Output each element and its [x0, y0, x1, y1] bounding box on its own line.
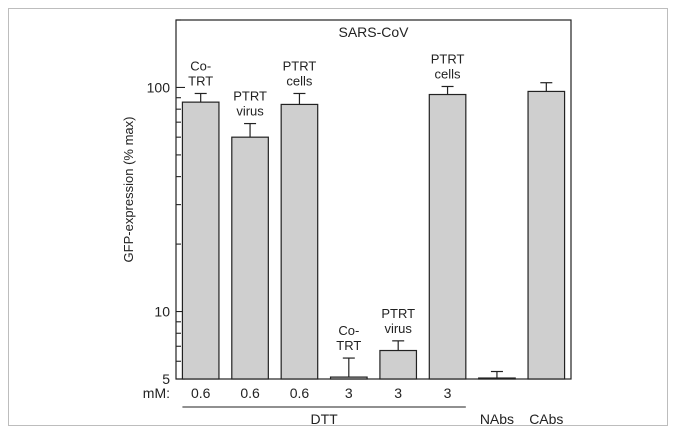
bar [379, 349, 418, 380]
bar-annotation: TRT [188, 73, 213, 88]
bar [231, 136, 269, 380]
bar [280, 103, 319, 380]
bar [428, 93, 467, 380]
bar-annotation: PTRT [283, 58, 317, 73]
bar-annotation: TRT [336, 338, 361, 353]
bar [329, 376, 368, 380]
bar-annotation: PTRT [431, 51, 465, 66]
concentration-label: 0.6 [240, 385, 260, 401]
bar-annotation: cells [286, 73, 313, 88]
bar-annotation: virus [384, 321, 412, 336]
bar [478, 377, 516, 380]
mm-label: mM: [143, 385, 170, 401]
y-axis-label: GFP-expression (% max) [121, 117, 136, 263]
group-label: NAbs [480, 411, 514, 427]
bar-annotation: PTRT [381, 306, 415, 321]
bar-annotation: cells [435, 66, 462, 81]
concentration-label: 0.6 [191, 385, 211, 401]
plot-area [175, 19, 572, 380]
group-label: DTT [311, 411, 339, 427]
bar [527, 90, 566, 380]
figure-border [8, 8, 668, 426]
chart-title: SARS-CoV [338, 24, 409, 40]
group-label: CAbs [529, 411, 563, 427]
y-tick-label: 10 [154, 304, 170, 320]
y-tick-label: 100 [147, 79, 171, 95]
bar-annotation: Co- [190, 58, 211, 73]
bar [181, 101, 220, 380]
bar-annotation: PTRT [233, 89, 267, 104]
bar-annotation: Co- [338, 323, 359, 338]
concentration-label: 3 [345, 385, 353, 401]
y-tick-label: 5 [162, 371, 170, 387]
concentration-label: 0.6 [290, 385, 310, 401]
bar-annotation: virus [236, 104, 264, 119]
concentration-label: 3 [394, 385, 402, 401]
concentration-label: 3 [444, 385, 452, 401]
